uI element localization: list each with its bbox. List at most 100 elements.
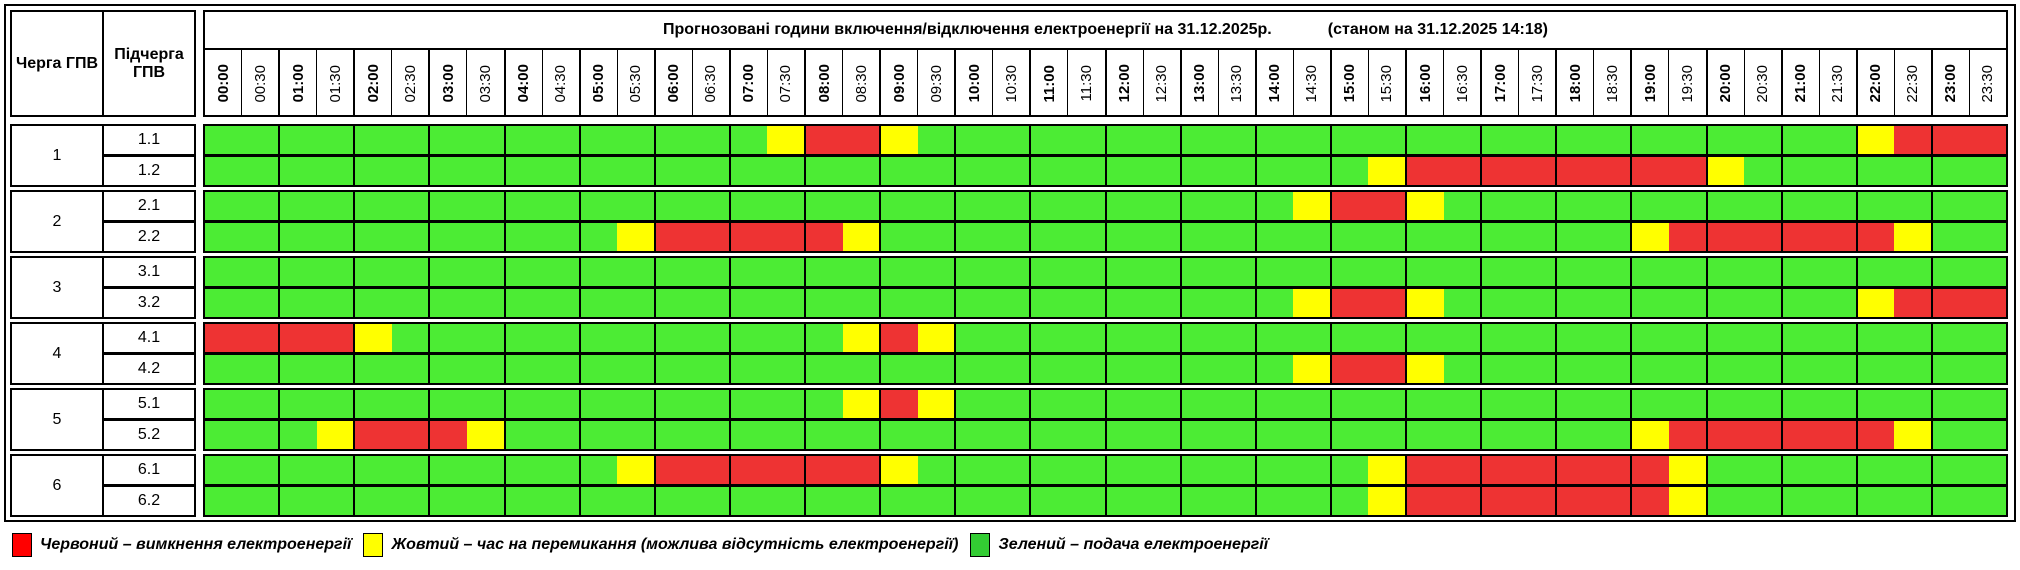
slot-power-off [1407, 487, 1444, 515]
slot-power-on [205, 390, 242, 418]
slot-power-off [1443, 456, 1481, 484]
hour-cell [653, 355, 729, 383]
hour-cell [278, 390, 354, 418]
hour-cell [954, 223, 1030, 251]
hour-cell [653, 324, 729, 352]
slot-power-on [542, 289, 579, 317]
time-header-cell: 06:30 [691, 50, 729, 117]
time-header-cell: 23:30 [1968, 50, 2006, 117]
slot-power-off [1668, 157, 1706, 185]
hour-cell [804, 355, 880, 383]
slot-power-on [1744, 192, 1781, 220]
time-label: 00:30 [251, 64, 269, 103]
slot-power-on [1293, 126, 1330, 154]
slot-power-on [1932, 487, 1970, 515]
slot-power-on [1969, 421, 2006, 449]
slot-power-on [655, 289, 693, 317]
hour-cell [1555, 324, 1631, 352]
time-header-cell: 12:30 [1142, 50, 1180, 117]
hour-cell [1780, 355, 1856, 383]
hour-cell [804, 289, 880, 317]
hour-cell [1555, 157, 1631, 185]
slot-power-on [1932, 223, 1970, 251]
hour-cell [278, 157, 354, 185]
time-header-cell: 05:00 [578, 50, 617, 117]
time-label: 21:00 [1792, 64, 1810, 103]
slot-power-on [280, 355, 317, 383]
slot-power-on [391, 126, 429, 154]
slot-power-on [617, 421, 654, 449]
slot-power-on [1557, 223, 1594, 251]
slot-power-off [692, 223, 729, 251]
slot-power-on [1668, 258, 1706, 286]
slot-power-on [767, 258, 804, 286]
slot-power-on [1894, 192, 1931, 220]
slot-power-on [1932, 157, 1970, 185]
slot-power-off [280, 324, 317, 352]
slot-power-on [580, 390, 618, 418]
slot-power-off [692, 456, 729, 484]
slot-power-on [391, 390, 429, 418]
slot-power-on [992, 126, 1030, 154]
slot-power-on [580, 421, 618, 449]
slot-power-on [917, 355, 955, 383]
slot-power-on [1969, 157, 2006, 185]
slot-power-off [1744, 421, 1781, 449]
slot-power-on [505, 487, 543, 515]
slot-power-on [1031, 223, 1068, 251]
hour-cell [205, 289, 279, 317]
slot-power-on [580, 126, 618, 154]
slot-power-on [806, 421, 843, 449]
time-header-cell: 04:30 [541, 50, 579, 117]
slot-power-on [205, 456, 242, 484]
slot-power-on [205, 223, 242, 251]
hour-cell [879, 421, 955, 449]
slot-power-on [617, 355, 654, 383]
slot-power-on [1894, 390, 1931, 418]
slot-power-on [767, 289, 804, 317]
time-label: 06:00 [665, 64, 683, 103]
slot-power-on [1181, 258, 1219, 286]
slot-power-on [917, 258, 955, 286]
hour-cell [205, 324, 279, 352]
hour-cell [1329, 355, 1405, 383]
schedule-row [203, 419, 2008, 451]
hour-cell [1405, 258, 1481, 286]
slot-power-on [1181, 324, 1219, 352]
slot-power-on [1707, 324, 1745, 352]
slot-power-off [1782, 421, 1820, 449]
slot-power-off [1632, 487, 1669, 515]
slot-power-on [917, 126, 955, 154]
hour-cell [879, 157, 955, 185]
slot-power-on [505, 258, 543, 286]
slot-power-on [730, 421, 768, 449]
hour-cell [1029, 258, 1105, 286]
slot-power-on [1482, 192, 1519, 220]
subqueue-label: 3.1 [102, 256, 196, 288]
hour-cell [653, 258, 729, 286]
time-label: 12:00 [1116, 64, 1134, 103]
time-label: 06:30 [702, 64, 720, 103]
hour-cell [278, 126, 354, 154]
slot-power-on [1031, 456, 1068, 484]
hour-cell [503, 157, 579, 185]
hour-cell [1930, 223, 2006, 251]
time-header-cell: 07:30 [766, 50, 804, 117]
hour-cell [1780, 192, 1856, 220]
slot-power-on [992, 324, 1030, 352]
hour-cell [1480, 421, 1556, 449]
slot-power-off [1593, 157, 1631, 185]
slot-power-off [1482, 157, 1519, 185]
slot-power-on [430, 324, 467, 352]
hour-cell [653, 223, 729, 251]
hour-cell [728, 421, 804, 449]
slot-power-on [956, 126, 993, 154]
hour-cell [1630, 126, 1706, 154]
time-header: Прогнозовані години включення/відключенн… [203, 10, 2008, 117]
queue-label: 2 [10, 190, 104, 253]
slot-power-on [1819, 157, 1856, 185]
slot-power-on [1744, 456, 1781, 484]
hour-cell [1480, 355, 1556, 383]
slot-power-on [1331, 223, 1369, 251]
hour-cell [428, 157, 504, 185]
